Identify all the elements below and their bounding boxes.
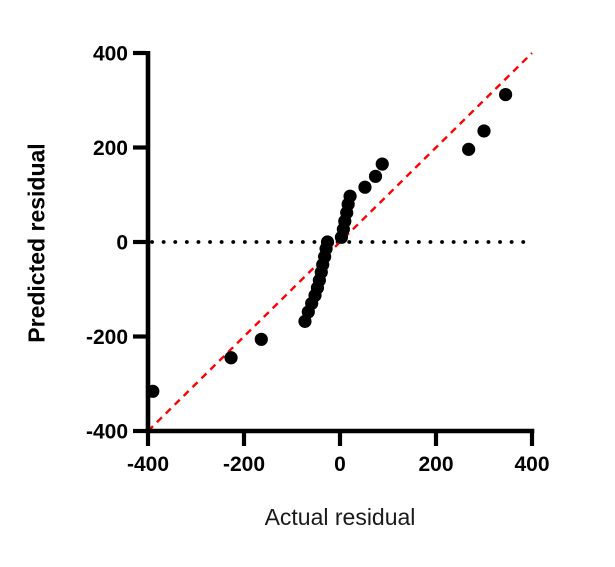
y-tick-label: 400 bbox=[93, 43, 128, 66]
data-point bbox=[343, 189, 357, 203]
x-tick-label: 0 bbox=[334, 453, 346, 476]
y-tick-label: -400 bbox=[86, 421, 128, 444]
y-tick-label: 0 bbox=[116, 232, 128, 255]
y-tick-label: 200 bbox=[93, 137, 128, 160]
data-point bbox=[375, 157, 389, 171]
data-point bbox=[224, 351, 238, 365]
x-tick-label: -400 bbox=[127, 453, 169, 476]
x-tick-label: 400 bbox=[514, 453, 549, 476]
x-axis-title: Actual residual bbox=[264, 504, 416, 530]
data-point bbox=[320, 235, 335, 249]
data-point bbox=[368, 169, 383, 183]
x-tick-label: -200 bbox=[223, 453, 265, 476]
x-tick-label: 200 bbox=[418, 453, 453, 476]
data-point bbox=[358, 180, 372, 194]
data-point bbox=[477, 124, 491, 138]
data-point bbox=[462, 142, 476, 156]
data-point bbox=[146, 384, 160, 398]
y-axis-title: Predicted residual bbox=[23, 143, 50, 343]
y-tick-label: -200 bbox=[86, 326, 128, 349]
data-point bbox=[254, 332, 268, 346]
data-point bbox=[499, 87, 513, 102]
